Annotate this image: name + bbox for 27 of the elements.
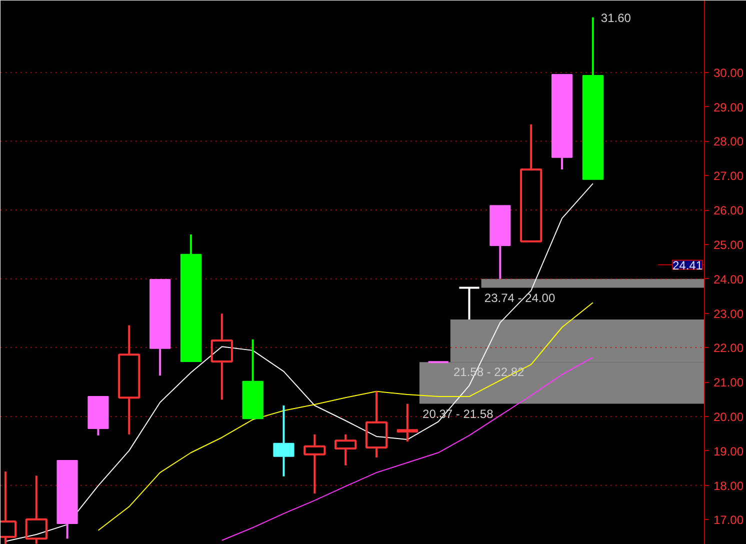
y-tick-label: 18.00 <box>714 478 744 493</box>
line-series <box>4 183 594 542</box>
y-tick-label: 25.00 <box>714 238 744 252</box>
y-tick-label: 20.00 <box>714 410 744 424</box>
candlestick <box>304 433 326 495</box>
candlestick <box>25 474 48 544</box>
band-label: 23.74 - 24.00 <box>484 290 556 305</box>
y-tick-label: 27.00 <box>714 169 744 184</box>
y-tick-label: 30.00 <box>714 66 744 80</box>
ref-line-label: 24.41 <box>672 258 703 272</box>
y-tick-label: 24.00 <box>714 272 744 286</box>
annotation: 31.60 <box>600 10 632 25</box>
y-tick-label: 26.00 <box>714 204 744 218</box>
candlestick <box>118 324 140 436</box>
line-series <box>221 356 594 541</box>
candlestick <box>273 404 294 478</box>
y-tick-label: 21.00 <box>714 376 744 390</box>
y-tick-label: 28.00 <box>714 134 744 149</box>
candlestick <box>396 402 418 443</box>
candlestick <box>210 312 233 401</box>
candlestick <box>365 390 388 458</box>
line-series <box>98 302 594 531</box>
y-tick-label: 17.00 <box>714 513 744 528</box>
y-tick-label: 22.00 <box>714 341 744 356</box>
y-tick-label: 23.00 <box>714 306 744 321</box>
y-tick-label: 19.00 <box>714 444 744 458</box>
y-tick-label: 29.00 <box>714 100 744 114</box>
